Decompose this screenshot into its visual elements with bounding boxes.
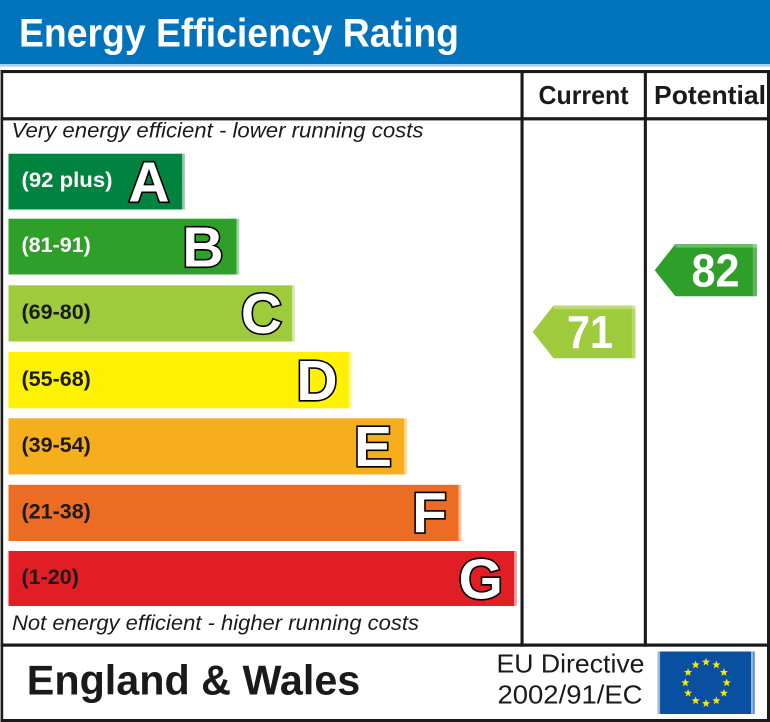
svg-text:82: 82 [692,244,740,296]
svg-text:Not energy efficient - higher: Not energy efficient - higher running co… [12,611,419,635]
svg-text:Potential: Potential [654,80,766,110]
svg-text:(55-68): (55-68) [22,367,91,391]
svg-text:B: B [182,215,223,279]
svg-text:England & Wales: England & Wales [27,658,360,704]
svg-text:(69-80): (69-80) [22,300,91,324]
svg-text:(81-91): (81-91) [22,233,91,257]
svg-text:G: G [459,547,503,611]
svg-text:C: C [241,282,282,346]
svg-text:2002/91/EC: 2002/91/EC [498,679,643,709]
svg-text:(1-20): (1-20) [22,565,79,589]
svg-text:E: E [354,415,392,479]
svg-text:Current: Current [539,80,629,110]
svg-text:A: A [128,151,169,215]
svg-text:Energy Efficiency Rating: Energy Efficiency Rating [19,12,459,56]
svg-text:EU Directive: EU Directive [497,649,645,679]
svg-text:F: F [412,482,447,546]
svg-text:71: 71 [567,306,613,358]
svg-text:(21-38): (21-38) [22,500,91,524]
svg-text:(39-54): (39-54) [22,433,91,457]
svg-text:Very energy efficient - lower: Very energy efficient - lower running co… [12,119,424,143]
svg-text:(92 plus): (92 plus) [22,168,113,192]
svg-text:D: D [296,349,337,413]
